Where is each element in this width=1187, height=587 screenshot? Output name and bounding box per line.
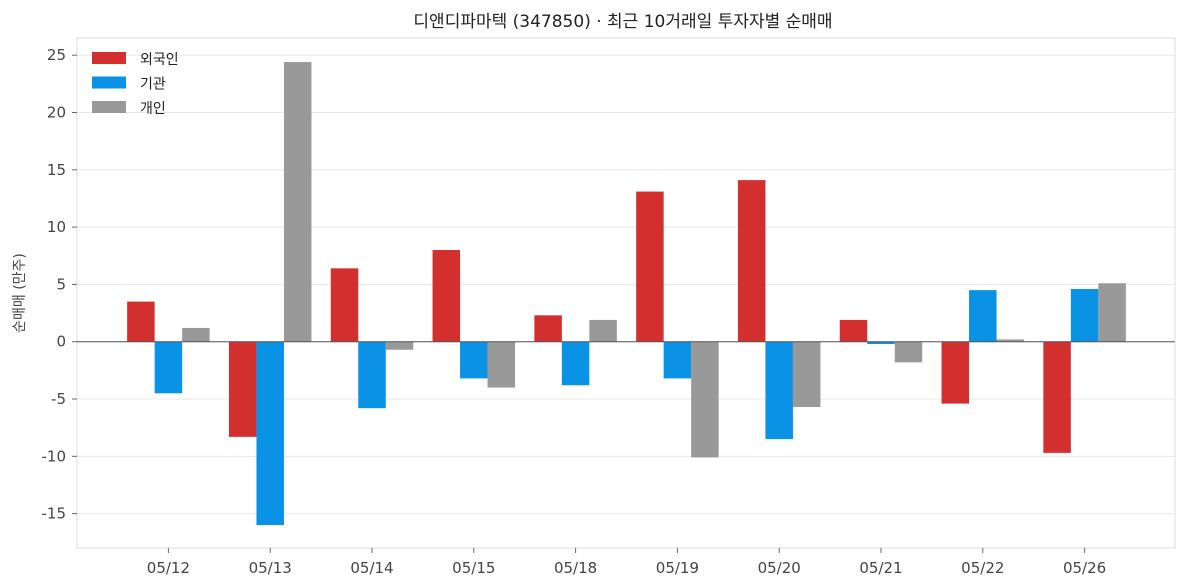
bar-기관-05/19 xyxy=(663,341,692,379)
y-axis-ticks: -15 -10 -5 0 5 10 15 20 25 xyxy=(42,46,77,523)
x-tick-label: 05/20 xyxy=(758,559,801,577)
y-tick-label: 20 xyxy=(47,103,66,121)
bar-외국인-05/20 xyxy=(737,180,766,342)
bars xyxy=(127,62,1126,526)
bar-개인-05/12 xyxy=(182,327,210,342)
bar-외국인-05/12 xyxy=(127,301,155,342)
bar-개인-05/18 xyxy=(589,319,617,342)
bar-외국인-05/26 xyxy=(1043,341,1071,453)
y-tick-label: -15 xyxy=(42,505,67,523)
bar-개인-05/13 xyxy=(283,62,312,342)
x-tick-label: 05/19 xyxy=(656,559,699,577)
bar-개인-05/19 xyxy=(691,341,719,458)
y-tick-label: 5 xyxy=(56,275,66,293)
bar-개인-05/21 xyxy=(894,341,923,363)
bar-기관-05/20 xyxy=(765,341,793,440)
legend-label-개인: 개인 xyxy=(140,101,166,117)
bar-기관-05/22 xyxy=(969,290,997,342)
bar-외국인-05/13 xyxy=(228,341,257,437)
plot-area xyxy=(76,37,1176,549)
x-tick-label: 05/21 xyxy=(859,559,902,577)
bar-개인-05/15 xyxy=(487,341,516,388)
bar-외국인-05/21 xyxy=(839,319,868,342)
legend-swatch-외국인 xyxy=(92,52,126,64)
legend-swatch-기관 xyxy=(92,76,126,89)
bar-기관-05/26 xyxy=(1070,288,1099,342)
bar-기관-05/18 xyxy=(561,341,590,386)
bar-개인-05/22 xyxy=(996,339,1025,342)
bar-외국인-05/19 xyxy=(636,191,664,342)
x-tick-label: 05/14 xyxy=(350,559,393,577)
legend-swatch-개인 xyxy=(92,101,126,113)
legend-label-기관: 기관 xyxy=(140,77,166,93)
x-tick-label: 05/15 xyxy=(452,559,495,577)
legend-label-외국인: 외국인 xyxy=(140,52,179,68)
y-tick-label: -5 xyxy=(51,390,66,408)
x-tick-label: 05/12 xyxy=(147,559,190,577)
bar-개인-05/14 xyxy=(385,341,414,350)
bar-개인-05/20 xyxy=(792,341,821,408)
y-tick-label: 10 xyxy=(47,218,66,236)
bar-외국인-05/22 xyxy=(941,341,970,404)
y-tick-label: 0 xyxy=(56,333,66,351)
y-tick-label: 15 xyxy=(47,161,66,179)
x-tick-label: 05/18 xyxy=(554,559,597,577)
y-axis-label: 순매매 (만주) xyxy=(12,253,28,333)
bar-개인-05/26 xyxy=(1098,283,1126,342)
x-tick-label: 05/22 xyxy=(961,559,1004,577)
x-tick-label: 05/13 xyxy=(249,559,292,577)
x-tick-label: 05/26 xyxy=(1063,559,1106,577)
bar-외국인-05/14 xyxy=(330,268,359,342)
bar-외국인-05/15 xyxy=(432,250,461,342)
y-tick-label: 25 xyxy=(47,46,66,64)
bar-기관-05/15 xyxy=(460,341,488,379)
chart-title: 디앤디파마텍 (347850) · 최근 10거래일 투자자별 순매매 xyxy=(413,12,832,32)
bar-외국인-05/18 xyxy=(534,315,562,342)
bar-기관-05/12 xyxy=(154,341,183,394)
bar-기관-05/21 xyxy=(867,341,895,344)
x-axis-ticks: 05/12 05/13 05/14 05/15 05/18 05/19 05/20 05/21… xyxy=(147,548,1106,577)
bar-기관-05/13 xyxy=(256,341,284,526)
bar-기관-05/14 xyxy=(358,341,386,409)
y-tick-label: -10 xyxy=(42,447,67,465)
